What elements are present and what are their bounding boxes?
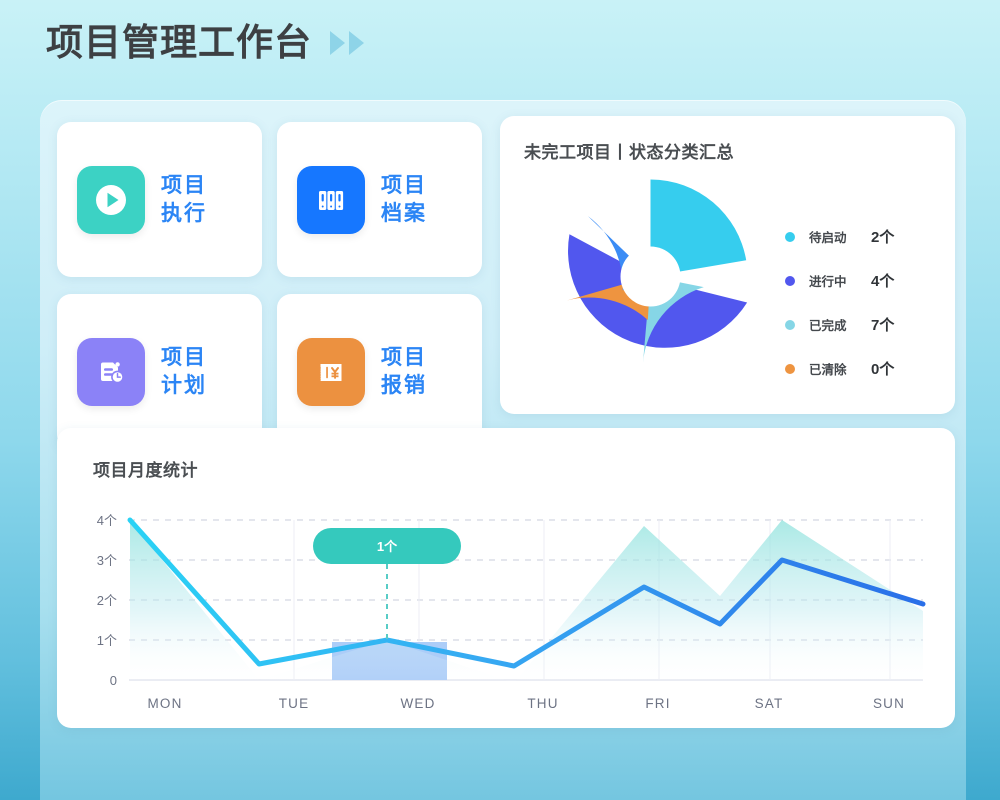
quick-card-label-line2: 计划 — [161, 373, 207, 397]
y-tick-3: 3个 — [97, 553, 117, 568]
legend-dot-icon — [785, 231, 795, 242]
x-tick-wed: WED — [400, 696, 435, 711]
quick-card-project-execution[interactable]: 项目 执行 — [57, 122, 262, 277]
legend-item-completed[interactable]: 已完成 7个 — [785, 314, 894, 335]
y-axis-ticks: 4个 3个 2个 1个 0 — [97, 513, 117, 688]
pie-chart-title: 未完工项目丨状态分类汇总 — [524, 143, 734, 162]
legend-item-in-progress[interactable]: 进行中 4个 — [785, 270, 894, 291]
line-series — [127, 517, 926, 669]
legend-dot-icon — [785, 363, 795, 374]
x-tick-sun: SUN — [873, 696, 905, 711]
y-tick-4: 4个 — [97, 513, 117, 528]
quick-card-label-line2: 档案 — [381, 201, 427, 225]
quick-card-label: 项目 报销 — [381, 344, 427, 399]
line-area-fill — [130, 520, 923, 683]
receipt-yen-icon — [297, 337, 365, 406]
quick-card-label-line2: 报销 — [381, 373, 427, 397]
double-chevron-right-icon[interactable] — [330, 30, 364, 55]
quick-card-label-line1: 项目 — [161, 173, 207, 197]
status-donut-chart — [566, 179, 748, 364]
binders-archive-icon — [297, 165, 365, 234]
quick-card-label-line1: 项目 — [381, 345, 427, 369]
legend-label: 已清除 — [809, 363, 847, 377]
document-clock-icon — [77, 337, 145, 406]
chevron-right-icon-2 — [349, 30, 364, 55]
x-tick-fri: FRI — [645, 696, 670, 711]
legend-value: 7个 — [871, 317, 895, 334]
page-title: 项目管理工作台 — [46, 22, 312, 63]
quick-card-project-plan[interactable]: 项目 计划 — [57, 294, 262, 449]
x-tick-sat: SAT — [755, 696, 784, 711]
y-tick-2: 2个 — [97, 593, 117, 608]
legend-label: 进行中 — [809, 275, 847, 289]
quick-card-project-reimbursement[interactable]: 项目 报销 — [277, 294, 482, 449]
quick-card-label-line1: 项目 — [381, 173, 427, 197]
y-tick-0: 0 — [110, 673, 117, 688]
legend-label: 待启动 — [809, 231, 847, 245]
quick-card-label: 项目 执行 — [161, 172, 207, 227]
quick-card-label: 项目 计划 — [161, 344, 207, 399]
quick-card-label-line1: 项目 — [161, 345, 207, 369]
x-tick-thu: THU — [527, 696, 558, 711]
legend-item-cleared[interactable]: 已清除 0个 — [785, 358, 894, 379]
x-tick-tue: TUE — [279, 696, 310, 711]
page-header: 项目管理工作台 — [46, 24, 364, 61]
legend-value: 2个 — [871, 229, 895, 246]
tooltip-value: 1个 — [377, 539, 398, 554]
quick-card-project-archive[interactable]: 项目 档案 — [277, 122, 482, 277]
legend-value: 4个 — [871, 273, 895, 290]
legend-item-pending[interactable]: 待启动 2个 — [785, 226, 894, 247]
pie-legend: 待启动 2个 进行中 4个 已完成 7个 已清除 0个 — [785, 226, 894, 379]
line-chart-title: 项目月度统计 — [93, 461, 198, 480]
play-circle-icon — [77, 165, 145, 234]
monthly-line-chart: 1个 4个 3个 2个 1个 0 MON TUE WED THU FRI SAT… — [97, 513, 926, 711]
legend-value: 0个 — [871, 361, 895, 378]
chevron-right-icon-1 — [330, 30, 345, 55]
pie-slice-pending[interactable] — [650, 179, 747, 277]
status-summary-card: 未完工项目丨状态分类汇总 待启动 2个 进行中 4个 已完成 7个 — [500, 116, 955, 414]
legend-label: 已完成 — [809, 319, 847, 333]
x-axis-ticks: MON TUE WED THU FRI SAT SUN — [147, 696, 905, 711]
y-tick-1: 1个 — [97, 633, 117, 648]
monthly-statistics-card: 项目月度统计 — [57, 428, 955, 728]
x-tick-mon: MON — [147, 696, 182, 711]
legend-dot-icon — [785, 319, 795, 330]
quick-card-label-line2: 执行 — [161, 201, 207, 225]
legend-dot-icon — [785, 275, 795, 286]
quick-card-label: 项目 档案 — [381, 172, 427, 227]
donut-hole — [620, 246, 681, 307]
chart-tooltip[interactable]: 1个 — [313, 528, 461, 564]
